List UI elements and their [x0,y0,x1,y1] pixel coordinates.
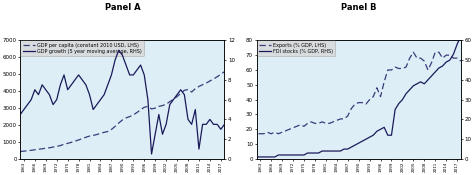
Legend: Exports (% GDP, LHS), FDI stocks (% GDP, RHS): Exports (% GDP, LHS), FDI stocks (% GDP,… [256,40,336,56]
Title: Panel B: Panel B [341,3,376,12]
Title: Panel A: Panel A [105,3,140,12]
Legend: GDP per capita (constant 2010 USD, LHS), GDP growth (5 year moving average, RHS): GDP per capita (constant 2010 USD, LHS),… [20,40,144,56]
